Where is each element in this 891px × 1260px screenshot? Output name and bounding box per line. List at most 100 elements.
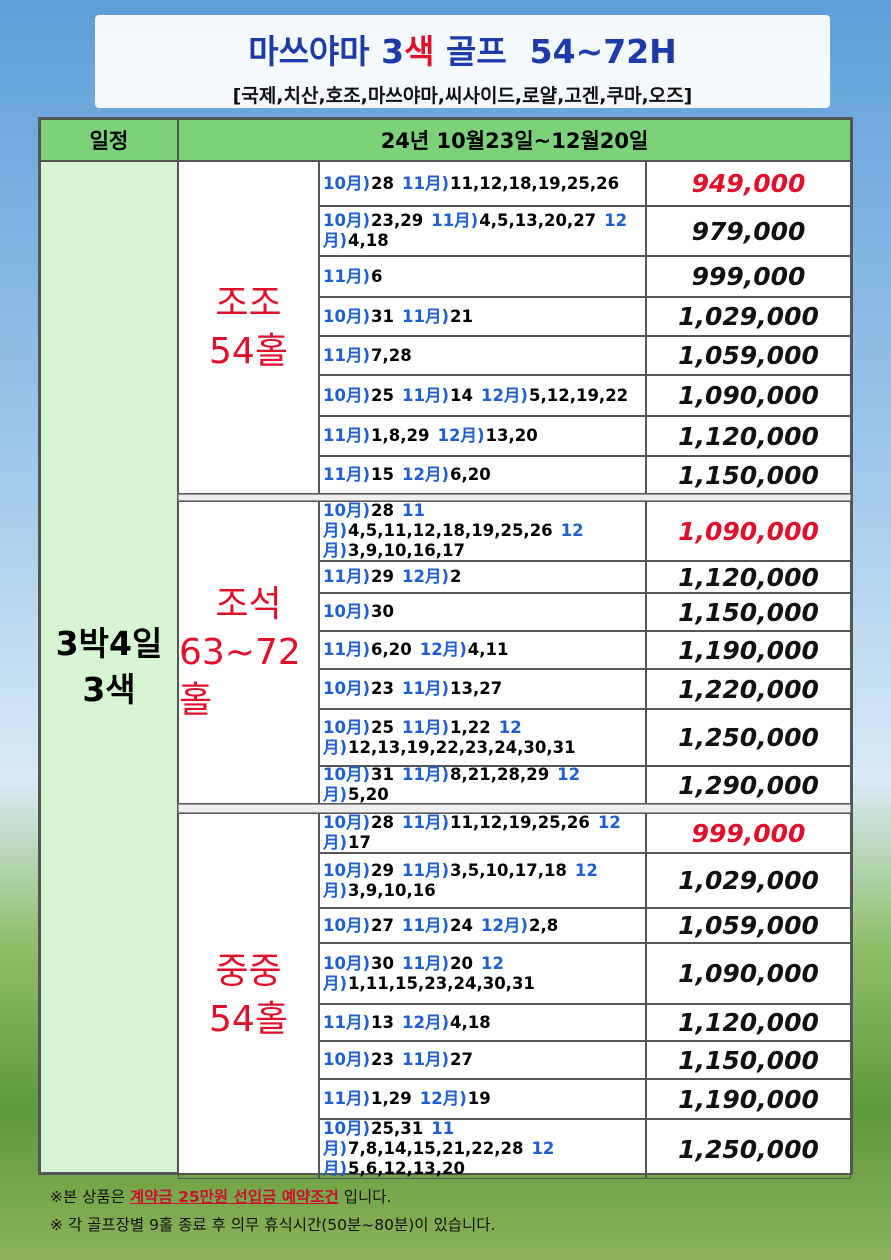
price: 1,120,000 [646, 1004, 851, 1041]
month: 12月) [323, 717, 522, 757]
title-box: 마쓰야마 3색 골프 54~72H [국제,치산,호조,마쓰야마,씨사이드,로얄… [95, 15, 830, 108]
days: 13 [371, 1012, 394, 1032]
title-highlight: 색 [404, 32, 435, 71]
dates-cell: 11月)7,28 [319, 336, 646, 375]
dates-text: 10月)25 11月)1,22 12月)12,13,19,22,23,24,30,3… [323, 718, 642, 758]
dates-inner: 10月)28 11月)11,12,18,19,25,26 [323, 162, 642, 205]
price: 1,029,000 [646, 297, 851, 336]
dates-text: 10月)25,31 11月)7,8,14,15,21,22,28 12月)5,6,1… [323, 1119, 642, 1179]
dates-cell: 10月)23,29 11月)4,5,13,20,27 12月)4,18 [319, 206, 646, 256]
days: 24 [450, 915, 473, 935]
days: 3,9,10,16 [348, 880, 436, 900]
days: 5,20 [348, 785, 389, 804]
month: 11月) [323, 345, 371, 365]
days: 27 [371, 915, 394, 935]
dates-cell: 10月)28 11月)4,5,11,12,18,19,25,26 12月)3,9,1… [319, 501, 646, 561]
days: 31 [371, 765, 394, 784]
dates-text: 10月)30 [323, 602, 402, 622]
group-label: 조조 54홀 [178, 161, 319, 494]
title-part: 골프 54~72H [434, 32, 677, 71]
dates-cell: 10月)29 11月)3,5,10,17,18 12月)3,9,10,16 [319, 853, 646, 908]
note-part: 입니다. [338, 1188, 392, 1206]
days: 6,20 [450, 465, 491, 484]
days: 27 [450, 1050, 473, 1069]
days: 5,6,12,13,20 [348, 1159, 465, 1178]
price: 1,250,000 [646, 1119, 851, 1179]
trip-cell: 3박4일 3색 [40, 161, 178, 1173]
note: ※ 각 골프장별 9홀 종료 후 의무 휴식시간(50분~80분)이 있습니다. [50, 1216, 496, 1234]
dates-cell: 11月)13 12月)4,18 [319, 1004, 646, 1041]
month: 11月) [401, 813, 449, 832]
days: 14 [450, 385, 473, 405]
group-label-text: 54홀 [209, 330, 288, 372]
days: 25 [371, 385, 394, 405]
month: 11月) [323, 266, 371, 286]
dates-inner: 11月)29 12月)2 [323, 562, 642, 592]
month: 10月) [323, 717, 371, 737]
days: 13,20 [485, 426, 538, 445]
dates-text: 11月)1,8,29 12月)13,20 [323, 426, 546, 446]
days: 2 [450, 567, 462, 586]
days: 5,12,19,22 [528, 385, 629, 405]
dates-inner: 10月)30 11月)20 12月)1,11,15,23,24,30,31 [323, 944, 642, 1003]
dates-text: 11月)29 12月)2 [323, 567, 469, 587]
days: 11,12,18,19,25,26 [450, 173, 620, 193]
month: 12月) [480, 915, 528, 935]
note: ※본 상품은 계약금 25만원 선입금 예약조건 입니다. [50, 1183, 495, 1211]
note-part: ※본 상품은 [50, 1188, 130, 1206]
month: 11月) [401, 717, 449, 737]
month: 12月) [323, 813, 621, 852]
price: 1,090,000 [646, 943, 851, 1004]
dates-inner: 11月)15 12月)6,20 [323, 457, 642, 493]
price: 1,190,000 [646, 1079, 851, 1119]
price: 1,150,000 [646, 1041, 851, 1079]
month: 11月) [401, 306, 449, 326]
group-label-text: 조조 [215, 282, 282, 324]
dates-text: 10月)31 11月)8,21,28,29 12月)5,20 [323, 765, 642, 805]
days: 21 [450, 306, 473, 326]
dates-text: 11月)6,20 12月)4,11 [323, 640, 516, 660]
month: 10月) [323, 953, 371, 973]
price: 1,150,000 [646, 456, 851, 494]
days: 6 [371, 266, 383, 286]
month: 12月) [401, 465, 449, 484]
days: 7,8,14,15,21,22,28 [348, 1139, 524, 1158]
month: 10月) [323, 306, 371, 326]
price: 1,150,000 [646, 593, 851, 631]
dates-cell: 11月)1,8,29 12月)13,20 [319, 416, 646, 456]
month: 11月) [323, 1119, 455, 1158]
month: 11月) [401, 1050, 449, 1069]
group-gap [178, 494, 851, 501]
dates-cell: 10月)27 11月)24 12月)2,8 [319, 908, 646, 943]
trip-text: 3색 [82, 670, 136, 709]
dates-cell: 11月)1,29 12月)19 [319, 1079, 646, 1119]
price: 1,120,000 [646, 561, 851, 593]
title-part: 마쓰야마 3 [248, 32, 405, 71]
dates-inner: 11月)7,28 [323, 337, 642, 374]
month: 12月) [480, 385, 528, 405]
dates-cell: 10月)31 11月)21 [319, 297, 646, 336]
price: 999,000 [646, 813, 851, 853]
days: 28 [371, 501, 394, 520]
month: 12月) [323, 953, 504, 993]
dates-inner: 11月)1,8,29 12月)13,20 [323, 417, 642, 455]
dates-cell: 11月)15 12月)6,20 [319, 456, 646, 494]
note-highlight: 계약금 25만원 선입금 예약조건 [129, 1188, 339, 1206]
dates-inner: 10月)27 11月)24 12月)2,8 [323, 909, 642, 942]
dates-cell: 10月)31 11月)8,21,28,29 12月)5,20 [319, 765, 646, 805]
dates-text: 10月)31 11月)21 [323, 307, 481, 327]
month: 10月) [323, 211, 371, 230]
dates-cell: 10月)30 11月)20 12月)1,11,15,23,24,30,31 [319, 943, 646, 1004]
month: 10月) [323, 385, 371, 405]
dates-inner: 10月)23 11月)13,27 [323, 670, 642, 708]
dates-text: 10月)27 11月)24 12月)2,8 [323, 916, 566, 936]
month: 11月) [323, 1089, 371, 1108]
subtitle: [국제,치산,호조,마쓰야마,씨사이드,로얄,고겐,쿠마,오즈] [232, 85, 693, 107]
days: 13,27 [450, 679, 503, 698]
dates-inner: 10月)23 11月)27 [323, 1042, 642, 1078]
dates-text: 10月)23 11月)27 [323, 1050, 481, 1070]
month: 11月) [323, 501, 425, 540]
month: 10月) [323, 813, 371, 832]
days: 17 [348, 833, 372, 852]
